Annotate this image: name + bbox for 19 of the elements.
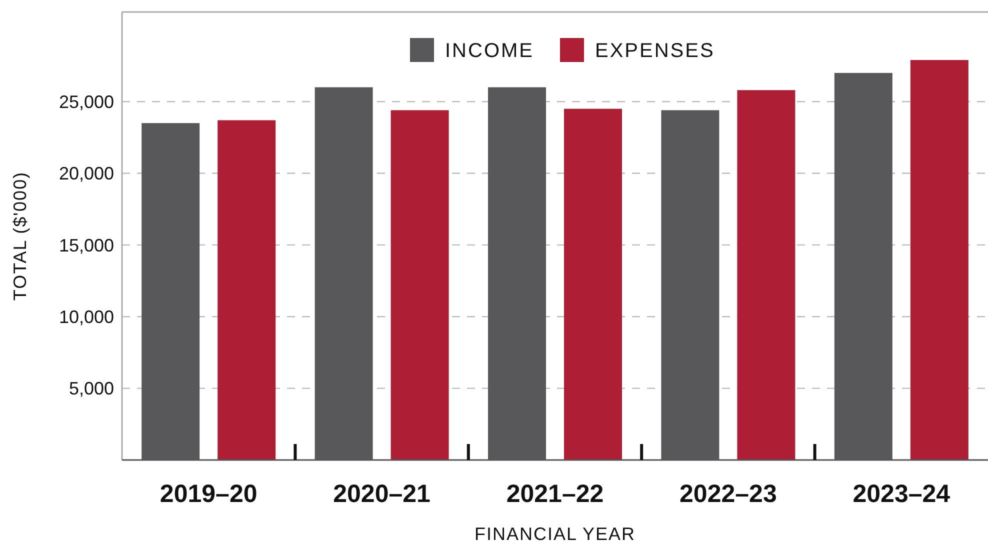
x-axis-title: FINANCIAL YEAR	[474, 524, 636, 544]
x-tick-label: 2022–23	[680, 480, 777, 508]
y-tick-label: 20,000	[58, 164, 114, 184]
y-tick-label: 5,000	[68, 378, 114, 399]
bar	[910, 60, 968, 460]
x-tick-label: 2019–20	[160, 480, 258, 508]
x-tick-label: 2020–21	[333, 480, 431, 508]
y-tick-label: 25,000	[58, 92, 114, 112]
y-tick-label: 10,000	[58, 306, 114, 327]
legend-label: INCOME	[445, 40, 534, 62]
x-tick-label: 2021–22	[506, 480, 604, 508]
bar	[390, 110, 449, 460]
legend-label: EXPENSES	[595, 40, 715, 62]
bar	[218, 120, 276, 460]
bar	[564, 108, 622, 460]
bar	[737, 90, 796, 460]
y-tick-label: 15,000	[58, 235, 114, 256]
x-tick-label: 2023–24	[852, 480, 950, 508]
y-axis-title: TOTAL ($'000)	[10, 171, 30, 301]
